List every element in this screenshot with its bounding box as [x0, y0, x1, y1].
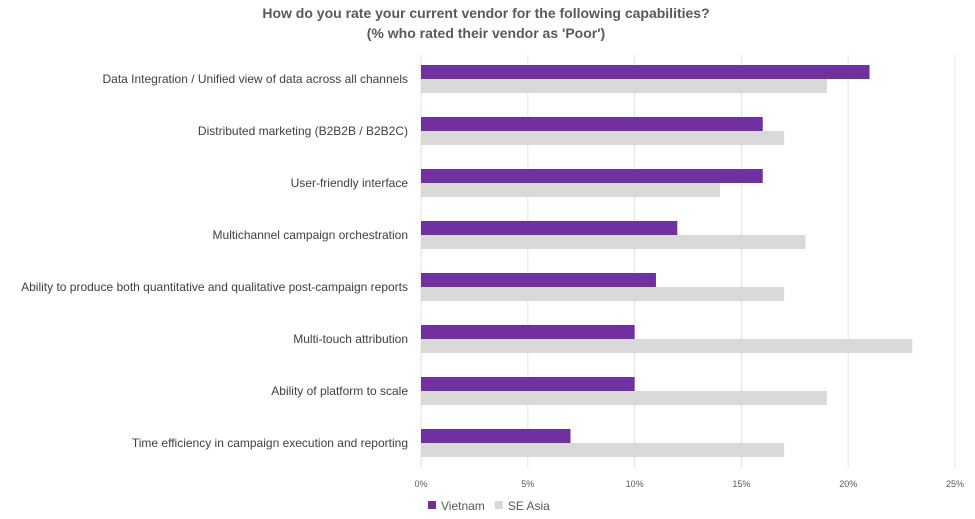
category-label: Ability of platform to scale: [271, 384, 408, 398]
legend-swatch: [428, 501, 436, 509]
category-label: Multi-touch attribution: [293, 332, 408, 346]
bar-vietnam: [421, 325, 635, 339]
bar-vietnam: [421, 377, 635, 391]
category-label: Time efficiency in campaign execution an…: [132, 436, 408, 450]
bar-vietnam: [421, 273, 656, 287]
bar-vietnam: [421, 221, 678, 235]
legend-label: Vietnam: [441, 499, 485, 513]
bar-se-asia: [421, 183, 721, 197]
category-label: Ability to produce both quantitative and…: [21, 280, 408, 294]
bar-se-asia: [421, 339, 913, 353]
bar-se-asia: [421, 131, 785, 145]
x-tick-label: 5%: [521, 479, 534, 489]
x-tick-label: 0%: [414, 479, 427, 489]
legend-label: SE Asia: [508, 499, 550, 513]
x-tick-label: 20%: [839, 479, 857, 489]
x-tick-label: 15%: [732, 479, 750, 489]
bar-vietnam: [421, 169, 763, 183]
bar-se-asia: [421, 79, 827, 93]
bar-se-asia: [421, 287, 785, 301]
bar-se-asia: [421, 443, 785, 457]
chart-subtitle: (% who rated their vendor as 'Poor'): [367, 25, 605, 41]
x-tick-label: 25%: [946, 479, 964, 489]
chart-title: How do you rate your current vendor for …: [262, 5, 709, 21]
category-label: Data Integration / Unified view of data …: [102, 72, 408, 86]
bar-vietnam: [421, 65, 870, 79]
bar-se-asia: [421, 391, 827, 405]
x-tick-label: 10%: [626, 479, 644, 489]
category-label: Distributed marketing (B2B2B / B2B2C): [198, 124, 408, 138]
bar-vietnam: [421, 429, 571, 443]
category-label: Multichannel campaign orchestration: [213, 228, 408, 242]
category-label: User-friendly interface: [291, 176, 409, 190]
bar-se-asia: [421, 235, 806, 249]
bar-vietnam: [421, 117, 763, 131]
legend-swatch: [494, 501, 503, 509]
